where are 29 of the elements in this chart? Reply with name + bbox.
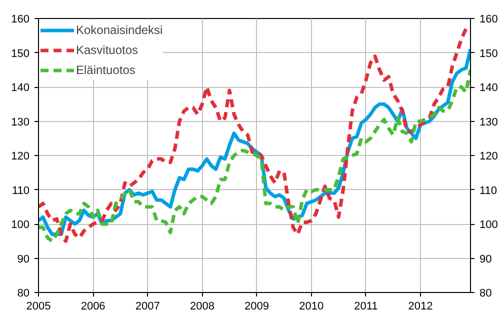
y2-tick-label: 120	[480, 150, 498, 162]
y-tick-label: 150	[11, 48, 30, 60]
y2-tick-label: 160	[480, 14, 498, 26]
x-tick-label: 2006	[80, 300, 106, 312]
x-tick-label: 2009	[244, 300, 270, 312]
y-tick-label: 90	[17, 253, 30, 266]
x-tick-label: 2007	[135, 300, 160, 312]
y2-tick-label: 110	[480, 184, 498, 197]
legend-label: Kasvituotos	[76, 43, 138, 57]
x-tick-label: 2011	[354, 300, 378, 312]
y2-tick-label: 90	[480, 253, 492, 266]
y2-tick-label: 140	[480, 82, 498, 94]
y2-tick-label: 150	[480, 48, 498, 60]
y-tick-label: 110	[12, 184, 30, 197]
x-tick-label: 2012	[408, 300, 433, 312]
x-tick-label: 2005	[26, 300, 51, 312]
y2-tick-label: 80	[480, 288, 492, 300]
y2-tick-label: 130	[480, 116, 498, 128]
x-tick-label: 2008	[190, 300, 214, 312]
y-tick-label: 80	[17, 288, 30, 300]
legend-label: Kokonaisindeksi	[76, 23, 163, 37]
y-tick-label: 100	[11, 219, 30, 231]
y-tick-label: 160	[11, 14, 30, 26]
y-tick-label: 130	[11, 116, 30, 128]
legend-label: Eläintuotos	[76, 63, 136, 77]
x-tick-label: 2010	[299, 300, 324, 312]
y2-tick-label: 100	[480, 219, 498, 231]
y-tick-label: 120	[11, 150, 30, 162]
y-tick-label: 140	[11, 82, 30, 94]
